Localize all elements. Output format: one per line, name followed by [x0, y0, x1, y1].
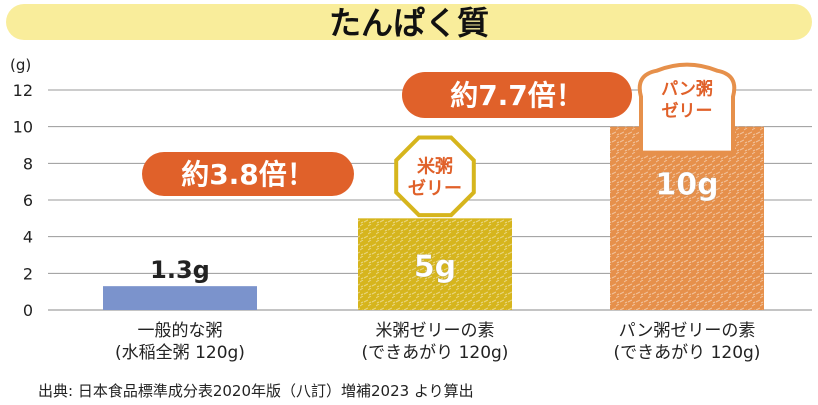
- bar-value-label: 5g: [414, 249, 456, 284]
- badge-label: 米粥: [417, 155, 453, 177]
- bread-jelly-badge: [637, 62, 737, 155]
- y-tick-label: 6: [23, 191, 33, 210]
- multiplier-callout-text: 約7.7倍！: [450, 79, 584, 112]
- x-category-label: 米粥ゼリーの素: [376, 321, 495, 341]
- badge-label: ゼリー: [662, 101, 713, 122]
- y-tick-label: 10: [13, 118, 33, 137]
- x-category-label: (水稲全粥 120g): [115, 343, 245, 363]
- badge-label: ゼリー: [408, 177, 462, 199]
- x-category-label: パン粥ゼリーの素: [619, 321, 756, 341]
- x-category-label: (できあがり 120g): [614, 343, 761, 363]
- multiplier-callout-text: 約3.8倍！: [181, 158, 315, 191]
- y-tick-label: 0: [23, 301, 33, 320]
- badge-label: パン粥: [661, 80, 713, 100]
- bar-texture: [610, 126, 764, 311]
- y-axis-unit: (g): [10, 56, 31, 74]
- bar: [103, 286, 257, 310]
- y-tick-label: 12: [13, 81, 33, 100]
- bar-value-label: 10g: [655, 168, 718, 203]
- title-band: [6, 4, 812, 40]
- multiplier-callout: [142, 152, 354, 196]
- chart-title: たんぱく質: [328, 4, 489, 42]
- multiplier-callout: [402, 72, 632, 118]
- source-note: 出典: 日本食品標準成分表2020年版（八訂）増補2023 より算出: [38, 382, 474, 400]
- bar-texture: [358, 218, 512, 310]
- bar-value-label: 1.3g: [150, 256, 210, 284]
- y-tick-label: 2: [23, 264, 33, 283]
- y-tick-label: 4: [23, 228, 33, 247]
- x-category-label: (できあがり 120g): [362, 343, 509, 363]
- y-tick-label: 8: [23, 154, 33, 173]
- rice-jelly-badge: [394, 135, 476, 218]
- x-category-label: 一般的な粥: [138, 321, 223, 341]
